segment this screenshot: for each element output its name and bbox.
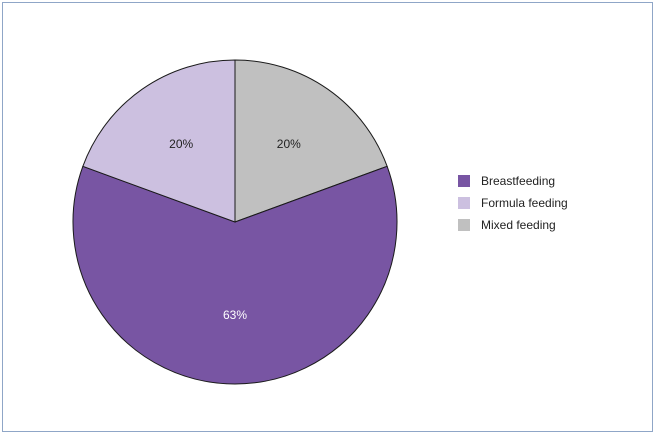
legend-item-mixed-feeding: Mixed feeding [458, 215, 568, 235]
pie-slice-formula-feeding [82, 59, 236, 223]
legend-item-breastfeeding: Breastfeeding [458, 171, 568, 191]
legend: Breastfeeding Formula feeding Mixed feed… [458, 171, 568, 237]
legend-label-formula-feeding: Formula feeding [481, 196, 568, 210]
legend-swatch-formula-feeding [458, 197, 470, 209]
legend-swatch-breastfeeding [458, 175, 470, 187]
pie-slice-mixed-feeding [234, 59, 388, 223]
pie-slice-breastfeeding [72, 165, 398, 385]
legend-swatch-mixed-feeding [458, 219, 470, 231]
pie-chart: 20% 63% 20% [72, 59, 398, 385]
data-label-mixed-feeding: 20% [277, 137, 301, 151]
data-label-formula-feeding: 20% [169, 137, 193, 151]
legend-item-formula-feeding: Formula feeding [458, 193, 568, 213]
legend-label-mixed-feeding: Mixed feeding [481, 218, 556, 232]
legend-label-breastfeeding: Breastfeeding [481, 174, 556, 188]
data-label-breastfeeding: 63% [223, 308, 247, 322]
